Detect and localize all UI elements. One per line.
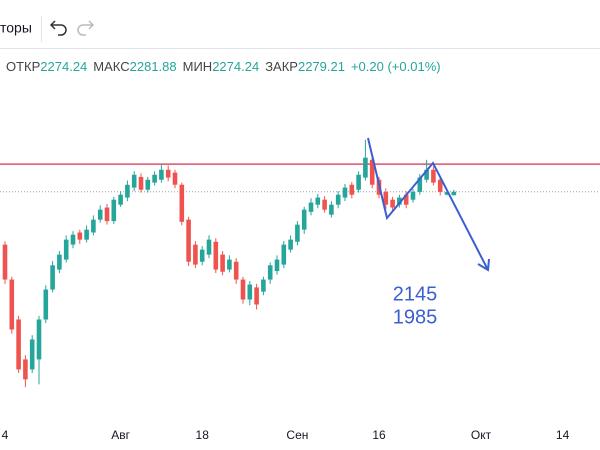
candle-body <box>36 319 42 360</box>
candle-body <box>451 191 457 196</box>
candle-body <box>437 179 443 192</box>
candle-body <box>186 219 191 262</box>
open-label: ОТКР <box>6 59 41 74</box>
close-label: ЗАКР <box>265 59 298 74</box>
candle-body <box>424 169 429 180</box>
candle-body <box>417 177 423 192</box>
candle-body <box>172 172 178 185</box>
candle-body <box>240 279 246 300</box>
candle-body <box>91 219 96 233</box>
candle-body <box>261 279 266 292</box>
candle-body <box>206 239 212 255</box>
candle-body <box>213 241 219 270</box>
candle-body <box>159 169 164 180</box>
high-value: 2281.88 <box>129 59 177 74</box>
candle-body <box>397 197 402 205</box>
candle-body <box>138 176 144 190</box>
candle-body <box>281 244 287 265</box>
candle-body <box>165 169 171 178</box>
candle-body <box>111 199 117 222</box>
plot-area: 4 Авг 18 Сен 16 Окт 14 <box>0 139 600 442</box>
candle-body <box>104 207 110 222</box>
candle-body <box>403 194 409 205</box>
candle-body <box>16 319 21 370</box>
candle-body <box>342 187 348 198</box>
candle-body <box>29 339 35 370</box>
x-tick-label: 16 <box>372 428 386 442</box>
candle-body <box>444 191 450 195</box>
candle-body <box>227 259 232 270</box>
candle-body <box>77 232 83 240</box>
candle-body <box>193 244 198 265</box>
candle-body <box>145 179 151 190</box>
candle-body <box>349 184 355 195</box>
candle-body <box>9 279 15 330</box>
candle-body <box>315 197 321 205</box>
undo-button[interactable] <box>49 20 67 36</box>
candle-body <box>152 174 157 183</box>
change-value: +0.20 (+0.01%) <box>350 59 441 74</box>
candle-body <box>335 194 341 205</box>
candle-body <box>179 184 185 222</box>
candle-body <box>363 157 368 178</box>
candle-body <box>70 234 76 245</box>
candle-body <box>247 284 253 300</box>
x-tick-label: Сен <box>286 428 308 442</box>
candle-body <box>254 287 259 305</box>
candle-body <box>356 174 361 190</box>
candle-body <box>43 289 49 320</box>
candle-body <box>199 249 205 262</box>
redo-button[interactable] <box>77 20 95 36</box>
candle-body <box>267 265 273 280</box>
indicators-button[interactable]: торы <box>0 20 32 36</box>
candle-body <box>23 359 28 380</box>
high-label: МАКС <box>93 59 130 74</box>
candle-body <box>322 199 327 210</box>
candle-body <box>220 254 225 272</box>
open-value: 2274.24 <box>40 59 88 74</box>
candle-body <box>131 174 137 188</box>
arrow-head <box>477 258 490 272</box>
candle-body <box>233 261 239 280</box>
candle-body <box>288 239 293 250</box>
candle-body <box>369 159 375 185</box>
candle-body <box>125 184 130 198</box>
candle-body <box>390 199 395 208</box>
annotation: 1985 <box>393 306 438 328</box>
x-tick-label: 18 <box>196 428 210 442</box>
x-tick-label: 14 <box>556 428 570 442</box>
low-label: МИН <box>182 59 213 74</box>
candle-body <box>410 191 416 200</box>
annotation: 2145 <box>393 283 438 305</box>
candle-body <box>2 244 8 280</box>
candle-body <box>118 194 123 205</box>
candle-body <box>274 259 280 272</box>
candle-body <box>63 239 69 260</box>
candle-body <box>383 191 389 205</box>
ohlc-legend: ОТКР2274.24 МАКС2281.88 МИН2274.24 ЗАКР2279… <box>6 59 447 74</box>
candle-body <box>308 202 314 212</box>
candle-body <box>50 265 55 290</box>
close-value: 2279.21 <box>297 59 345 74</box>
trend-drawing <box>367 137 489 271</box>
x-tick-label: 4 <box>2 428 9 442</box>
candle-body <box>431 169 436 183</box>
candle-body <box>97 209 103 220</box>
candle-body <box>84 229 89 240</box>
x-tick-label: Окт <box>471 428 492 442</box>
candle-body <box>301 209 307 230</box>
candle-body <box>329 204 334 215</box>
candle-body <box>57 254 62 270</box>
candle-body <box>295 224 300 242</box>
x-tick-label: Авг <box>111 428 130 442</box>
low-value: 2274.24 <box>212 59 260 74</box>
